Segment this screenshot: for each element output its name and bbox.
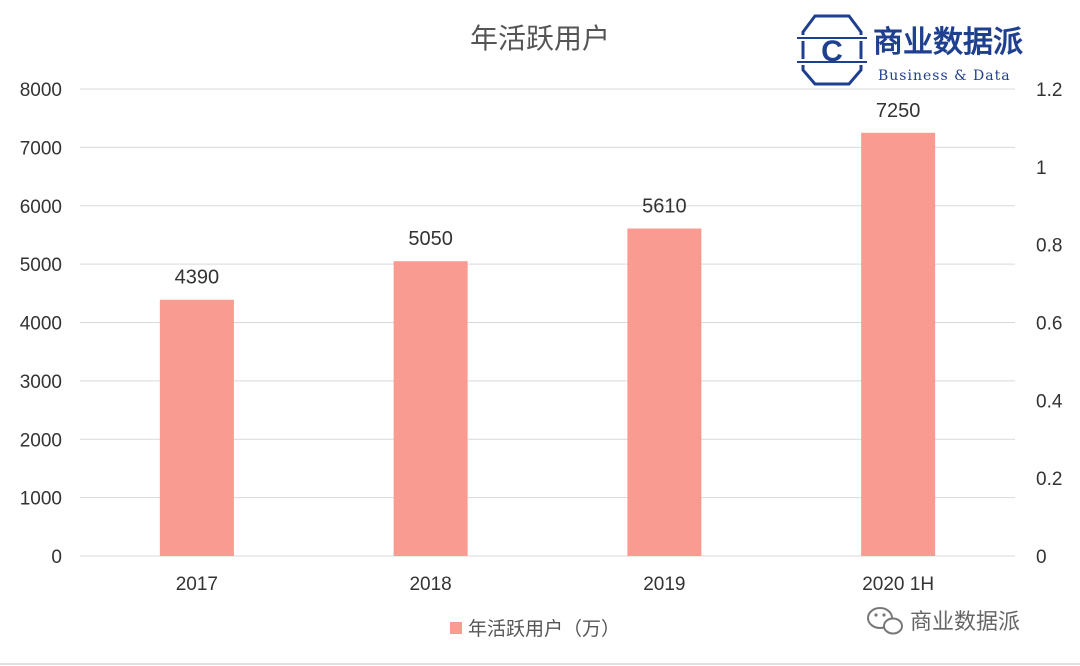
- y-tick-label: 7000: [20, 138, 62, 159]
- data-label: 4390: [175, 267, 220, 289]
- y-tick-label: 8000: [20, 80, 62, 101]
- logo-hexagon-icon: C: [797, 14, 867, 86]
- brand-logo: C 商业数据派 Business & Data: [797, 14, 1023, 86]
- bars: 4390 5050 5610 7250: [159, 100, 936, 557]
- x-tick-label: 2018: [409, 574, 451, 595]
- chart-title: 年活跃用户: [470, 22, 610, 55]
- data-label: 7250: [876, 100, 921, 122]
- y-tick-label: 6000: [20, 197, 62, 218]
- legend-label: 年活跃用户（万）: [468, 618, 620, 640]
- y-tick-label: 1000: [20, 489, 62, 510]
- watermark-text: 商业数据派: [910, 610, 1020, 635]
- y-tick-label: 5000: [20, 255, 62, 276]
- y-axis: 0 1000 2000 3000 4000 5000 6000 7000 8000: [20, 80, 62, 568]
- logo-letter: C: [821, 35, 843, 68]
- y-tick-label: 2000: [20, 430, 62, 451]
- legend-swatch: [450, 622, 462, 634]
- gridlines: [80, 88, 1015, 557]
- wechat-icon: [867, 607, 903, 635]
- brand-name-en: Business & Data: [878, 68, 1011, 84]
- y2-tick-label: 0.6: [1036, 314, 1062, 335]
- x-tick-label: 2017: [176, 574, 218, 595]
- x-tick-label: 2020 1H: [862, 574, 934, 595]
- y2-tick-label: 1: [1036, 158, 1047, 179]
- bar: [861, 132, 936, 556]
- y-tick-label: 4000: [20, 314, 62, 335]
- watermark: 商业数据派: [867, 607, 1020, 635]
- bar: [159, 299, 234, 556]
- y-tick-label: 3000: [20, 372, 62, 393]
- bar: [627, 228, 702, 557]
- x-axis: 2017 2018 2019 2020 1H: [176, 574, 934, 595]
- y-tick-label: 0: [51, 547, 62, 568]
- legend: 年活跃用户（万）: [450, 618, 620, 640]
- y2-tick-label: 0.8: [1036, 236, 1062, 257]
- y2-axis: 0 0.2 0.4 0.6 0.8 1 1.2: [1036, 80, 1063, 568]
- y2-tick-label: 1.2: [1036, 80, 1062, 101]
- data-label: 5050: [408, 228, 453, 250]
- y2-tick-label: 0: [1036, 547, 1047, 568]
- brand-name-cn: 商业数据派: [873, 25, 1023, 60]
- x-tick-label: 2019: [643, 574, 685, 595]
- data-label: 5610: [642, 196, 687, 218]
- y2-tick-label: 0.2: [1036, 469, 1062, 490]
- bar: [393, 261, 468, 556]
- y2-tick-label: 0.4: [1036, 391, 1063, 412]
